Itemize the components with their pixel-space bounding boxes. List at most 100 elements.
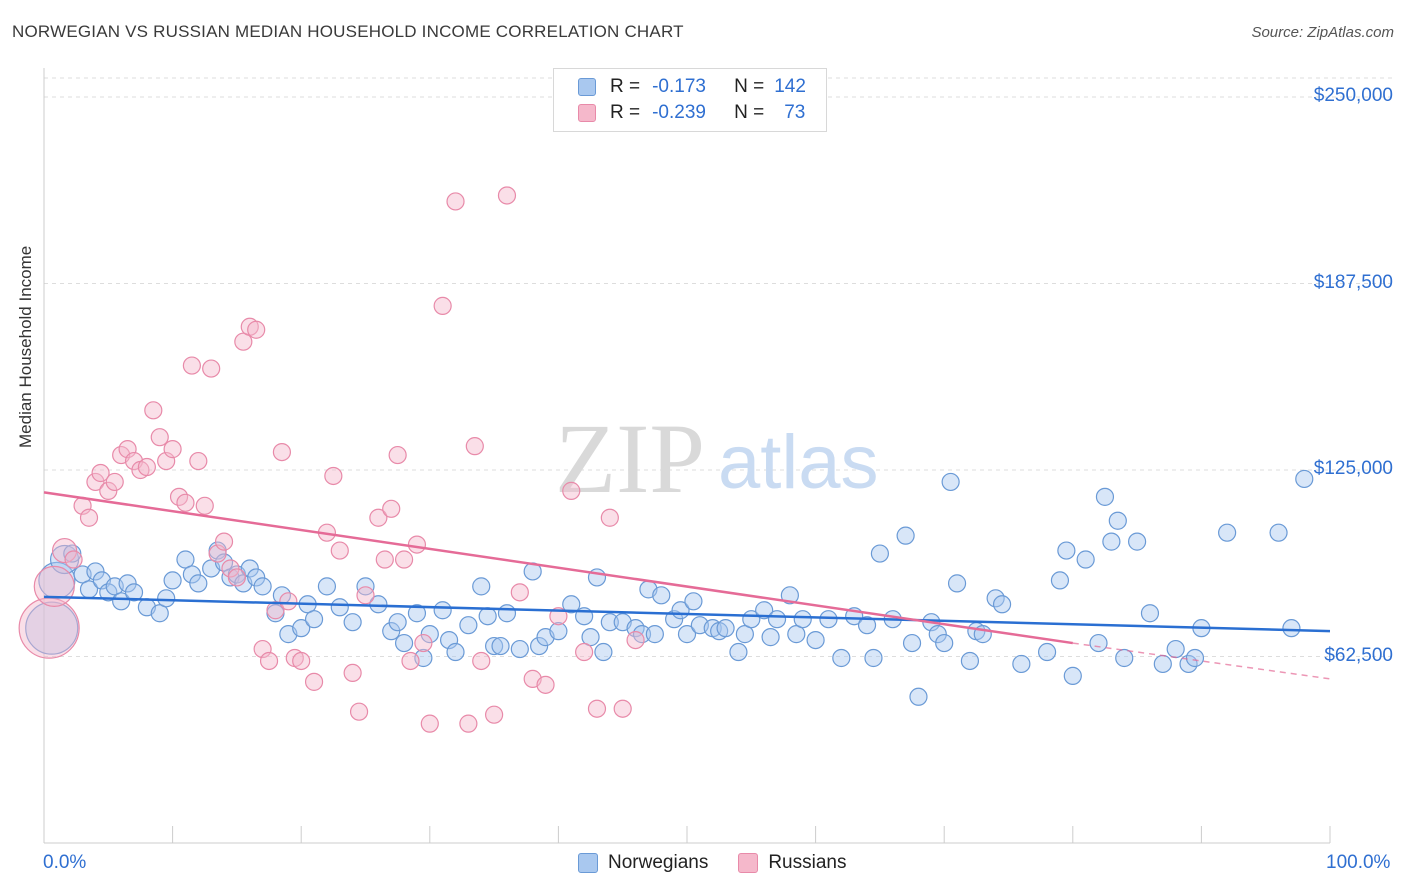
norwegian-point (594, 642, 613, 662)
norwegian-point (317, 577, 337, 596)
n-label: N = (734, 76, 765, 97)
norwegian-point (1076, 550, 1095, 569)
russian-point (375, 550, 394, 569)
watermark-zip: ZIP (555, 403, 705, 514)
norwegian-point (562, 595, 581, 614)
norwegian-point (645, 625, 664, 644)
norwegian-point (1057, 541, 1076, 560)
russian-point (64, 550, 83, 569)
russian-point (401, 651, 420, 671)
norwegian-point (182, 565, 201, 584)
russian-point (221, 559, 240, 578)
norwegian-point (767, 610, 787, 629)
norwegian-point (941, 472, 960, 492)
norwegian-point (459, 616, 478, 635)
russian-point (394, 550, 414, 569)
russian-point (150, 428, 169, 447)
russian-point (446, 192, 465, 211)
russian-point (575, 642, 594, 662)
norwegian-point (819, 610, 838, 629)
norwegian-point (857, 616, 877, 635)
russian-point (330, 541, 349, 560)
x-tick-label-max: 100.0% (1326, 852, 1391, 873)
russians-trend-line (43, 491, 1073, 645)
russian-point (420, 714, 439, 733)
watermark: ZIP atlas (555, 403, 879, 514)
norwegian-point (1050, 571, 1070, 590)
russian-point (407, 535, 427, 554)
r-value: -0.173 (652, 76, 706, 97)
norwegian-point (870, 544, 890, 563)
norwegian-point (330, 598, 349, 617)
legend-norwegians-label: Norwegians (608, 852, 709, 873)
norwegian-point (600, 613, 619, 632)
norwegian-point (388, 613, 407, 632)
x-tick-label-min: 0.0% (43, 852, 87, 873)
russian-point (202, 359, 221, 378)
r-value: -0.239 (652, 102, 706, 123)
russian-point (18, 597, 80, 659)
russian-point (144, 401, 163, 420)
norwegian-point (1269, 523, 1288, 542)
norwegian-point (1012, 654, 1031, 674)
norwegian-point (902, 633, 922, 653)
russian-point (343, 663, 362, 683)
russian-point (279, 592, 298, 611)
source-label: Source: ZipAtlas.com (1251, 24, 1394, 41)
norwegian-point (793, 610, 812, 629)
russian-point (272, 442, 292, 462)
norwegian-point (343, 613, 362, 632)
norwegian-point (157, 589, 176, 608)
chart-title: NORWEGIAN VS RUSSIAN MEDIAN HOUSEHOLD IN… (12, 22, 684, 41)
norwegian-point (25, 601, 79, 655)
russian-point (79, 508, 99, 527)
russian-point (214, 532, 234, 551)
russian-point (99, 481, 118, 500)
russian-point (247, 320, 266, 339)
norwegian-point (472, 577, 491, 596)
russian-point (91, 463, 110, 483)
russian-point (613, 699, 632, 718)
norwegian-point (806, 630, 825, 650)
russians-points (18, 186, 645, 733)
norwegian-point (1063, 666, 1082, 685)
r-label: R = (610, 76, 641, 97)
blue-swatch (578, 78, 596, 96)
legend-row-norwegians: R = -0.173 N = 142 (578, 75, 806, 99)
russian-point (195, 496, 214, 515)
norwegian-point (1089, 633, 1108, 653)
norwegian-point (761, 628, 780, 647)
axes (43, 68, 1331, 844)
russian-point (33, 565, 75, 607)
russian-point (369, 508, 388, 527)
norwegian-point (935, 633, 954, 653)
norwegian-point (755, 601, 774, 620)
norwegian-point (832, 648, 851, 668)
russian-point (433, 296, 452, 315)
russian-point (51, 537, 78, 564)
norwegian-point (292, 619, 311, 638)
russian-point (356, 586, 375, 605)
norwegian-point (112, 592, 131, 611)
russian-point (304, 672, 324, 691)
y-tick-label: $125,000 (1313, 458, 1393, 479)
norwegian-point (497, 604, 517, 623)
norwegian-point (394, 633, 414, 653)
norwegians-trend-line (43, 595, 1331, 633)
russian-point (388, 445, 407, 465)
pink-swatch (738, 853, 759, 873)
norwegian-point (960, 651, 980, 671)
norwegian-point (1115, 648, 1134, 668)
russian-point (562, 481, 581, 500)
russian-point (459, 714, 478, 733)
norwegian-point (124, 583, 144, 602)
r-label: R = (610, 102, 641, 123)
norwegian-point (909, 687, 928, 706)
norwegian-point (382, 622, 401, 641)
norwegian-point (420, 625, 439, 644)
norwegian-point (1185, 648, 1205, 668)
russian-point (626, 630, 645, 650)
norwegian-point (684, 592, 703, 611)
norwegian-point (1095, 487, 1115, 506)
norwegian-point (189, 574, 208, 593)
